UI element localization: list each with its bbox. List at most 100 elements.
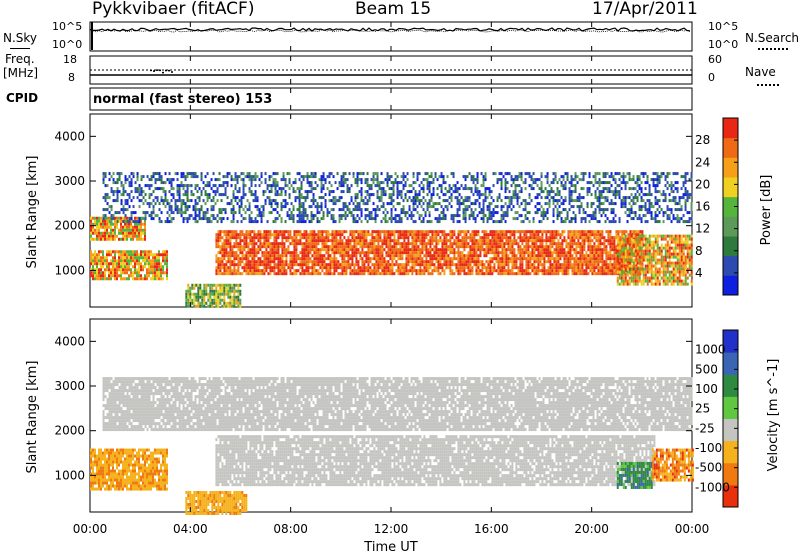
heatmap-cell — [545, 269, 548, 273]
heatmap-cell — [254, 178, 257, 182]
heatmap-cell — [301, 266, 304, 270]
heatmap-cell — [305, 233, 308, 237]
heatmap-cell — [302, 211, 305, 215]
heatmap-cell — [150, 211, 153, 215]
heatmap-cell — [486, 187, 489, 191]
heatmap-cell — [470, 178, 473, 182]
heatmap-cell — [343, 236, 346, 240]
heatmap-cell — [98, 277, 100, 281]
heatmap-cell — [196, 184, 199, 188]
heatmap-cell — [419, 263, 422, 267]
heatmap-cell — [581, 257, 584, 261]
heatmap-cell — [279, 266, 282, 270]
heatmap-cell — [225, 289, 228, 293]
heatmap-cell — [407, 269, 410, 273]
heatmap-cell — [393, 245, 396, 249]
heatmap-cell — [233, 272, 236, 276]
heatmap-cell — [293, 269, 296, 273]
heatmap-cell — [98, 253, 100, 257]
heatmap-cell — [356, 175, 359, 179]
heatmap-cell — [207, 304, 210, 308]
heatmap-cell — [462, 202, 465, 206]
heatmap-cell — [126, 222, 128, 226]
heatmap-cell — [102, 259, 104, 263]
heatmap-cell — [98, 231, 100, 235]
heatmap-cell — [345, 248, 348, 252]
heatmap-cell — [585, 230, 588, 234]
heatmap-cell — [475, 230, 478, 234]
heatmap-cell — [238, 190, 241, 194]
heatmap-cell — [573, 272, 576, 276]
heatmap-cell — [270, 205, 273, 209]
heatmap-cell — [313, 266, 316, 270]
heatmap-cell — [263, 263, 266, 267]
heatmap-cell — [474, 202, 477, 206]
heatmap-cell — [381, 260, 384, 264]
heatmap-cell — [577, 239, 580, 243]
heatmap-cell — [573, 242, 576, 246]
heatmap-cell — [343, 269, 346, 273]
heatmap-cell — [345, 269, 348, 273]
heatmap-cell — [217, 304, 220, 308]
heatmap-cell — [290, 214, 293, 218]
heatmap-cell — [297, 254, 300, 258]
heatmap-cell — [234, 211, 237, 215]
heatmap-cell — [348, 172, 351, 176]
heatmap-cell — [388, 196, 391, 200]
heatmap-cell — [260, 220, 263, 224]
heatmap-cell — [615, 263, 618, 267]
heatmap-cell — [268, 211, 271, 215]
heatmap-cell — [247, 260, 250, 264]
heatmap-cell — [409, 233, 412, 237]
heatmap-cell — [485, 248, 488, 252]
heatmap-cell — [118, 253, 120, 257]
heatmap-cell — [415, 248, 418, 252]
heatmap-cell — [108, 262, 110, 266]
heatmap-cell — [104, 268, 106, 272]
heatmap-cell — [197, 298, 200, 302]
heatmap-cell — [442, 214, 445, 218]
heatmap-cell — [267, 236, 270, 240]
heatmap-cell — [106, 256, 108, 260]
heatmap-cell — [233, 260, 236, 264]
heatmap-cell — [182, 199, 185, 203]
heatmap-cell — [603, 242, 606, 246]
heatmap-cell — [266, 196, 269, 200]
heatmap-cell — [591, 239, 594, 243]
heatmap-cell — [344, 214, 347, 218]
heatmap-cell — [529, 263, 532, 267]
heatmap-cell — [317, 257, 320, 261]
heatmap-cell — [106, 231, 108, 235]
heatmap-cell — [106, 208, 109, 212]
heatmap-cell — [567, 266, 570, 270]
heatmap-cell — [314, 175, 317, 179]
heatmap-cell — [298, 193, 301, 197]
heatmap-cell — [412, 220, 415, 224]
heatmap-cell — [269, 254, 272, 258]
heatmap-cell — [565, 251, 568, 255]
heatmap-cell — [449, 245, 452, 249]
heatmap-cell — [104, 193, 107, 197]
heatmap-cell — [377, 239, 380, 243]
heatmap-cell — [392, 187, 395, 191]
heatmap-cell — [529, 272, 532, 276]
heatmap-cell — [449, 269, 452, 273]
heatmap-cell — [112, 237, 114, 241]
heatmap-cell — [204, 193, 207, 197]
heatmap-cell — [126, 237, 128, 241]
heatmap-cell — [395, 263, 398, 267]
heatmap-cell — [295, 251, 298, 255]
heatmap-cell — [120, 271, 122, 275]
heatmap-cell — [329, 260, 332, 264]
heatmap-cell — [251, 266, 254, 270]
heatmap-cell — [389, 272, 392, 276]
heatmap-cell — [104, 234, 106, 238]
heatmap-cell — [423, 272, 426, 276]
heatmap-cell — [182, 175, 185, 179]
heatmap-cell — [323, 230, 326, 234]
heatmap-cell — [344, 205, 347, 209]
heatmap-cell — [196, 196, 199, 200]
heatmap-cell — [237, 283, 240, 287]
heatmap-cell — [491, 257, 494, 261]
heatmap-cell — [388, 217, 391, 221]
